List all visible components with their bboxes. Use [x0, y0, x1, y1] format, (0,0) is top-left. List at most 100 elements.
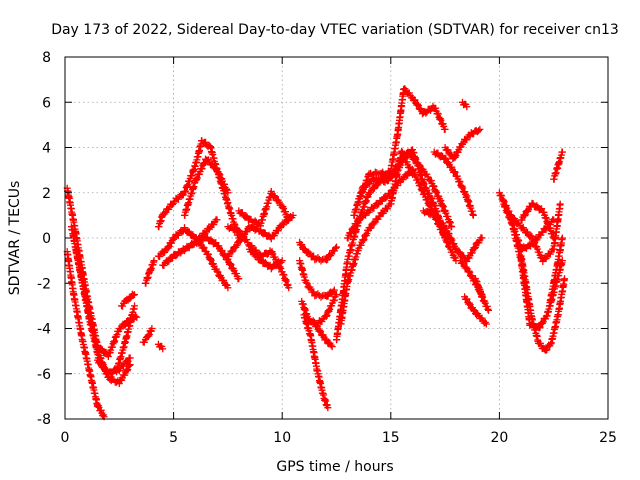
marker-run: [202, 233, 220, 248]
marker-run: [322, 291, 340, 320]
marker-run: [369, 174, 389, 186]
axis-ticks: [64, 56, 609, 420]
marker: [285, 284, 293, 292]
x-tick-label: 25: [599, 430, 617, 446]
marker-run: [365, 213, 383, 232]
data-points: [63, 85, 569, 421]
marker-run: [409, 94, 426, 118]
marker-run: [278, 203, 292, 221]
marker: [550, 234, 558, 242]
series-track-ae: [441, 125, 484, 163]
marker: [278, 257, 286, 265]
marker-run: [224, 238, 242, 260]
marker-run: [306, 331, 321, 373]
series-track-b: [63, 248, 108, 421]
marker-run: [191, 137, 205, 170]
marker: [235, 275, 243, 283]
series-track-w: [311, 320, 336, 351]
series-track-ag: [461, 293, 490, 328]
marker-run: [202, 248, 220, 273]
marker-run: [550, 201, 564, 253]
marker-run: [478, 292, 492, 313]
marker-run: [354, 171, 372, 206]
marker-run: [72, 245, 90, 303]
y-tick-label: -2: [37, 276, 51, 292]
series-track-i: [141, 257, 158, 287]
marker: [328, 343, 336, 351]
series-track-ap: [459, 98, 471, 111]
series-track-n: [191, 233, 243, 283]
marker-run: [343, 246, 362, 286]
y-tick-label: -6: [37, 367, 51, 383]
marker-run: [296, 257, 310, 284]
marker-run: [469, 306, 483, 320]
marker-run: [257, 256, 274, 270]
marker-run: [354, 226, 372, 255]
marker-run: [213, 267, 231, 289]
marker-run: [409, 146, 427, 186]
marker-run: [298, 297, 312, 323]
series-track-g: [139, 325, 156, 346]
marker-run: [539, 245, 557, 265]
series-track-o: [224, 211, 297, 260]
x-axis-label: GPS time / hours: [276, 459, 393, 475]
marker: [131, 291, 139, 299]
marker-run: [322, 335, 335, 349]
chart-title: Day 173 of 2022, Sidereal Day-to-day VTE…: [51, 22, 619, 38]
marker-run: [419, 207, 437, 219]
marker-run: [535, 312, 550, 332]
series-track-h: [154, 340, 167, 353]
marker-run: [104, 327, 123, 360]
marker: [476, 125, 484, 133]
marker-run: [387, 157, 405, 180]
marker-run: [452, 172, 470, 201]
marker-run: [122, 305, 138, 343]
marker-run: [181, 240, 198, 255]
marker-run: [441, 154, 459, 176]
marker-run: [300, 311, 314, 338]
marker: [482, 320, 490, 328]
marker: [289, 211, 297, 219]
marker-run: [267, 187, 285, 209]
marker-run: [313, 367, 327, 397]
marker: [285, 216, 293, 224]
marker-run: [472, 275, 485, 301]
series-track-ac: [419, 207, 486, 265]
series-track-q: [235, 187, 293, 230]
marker-run: [300, 245, 318, 261]
marker-run: [365, 179, 383, 197]
marker: [463, 103, 471, 111]
marker: [448, 223, 456, 231]
marker-run: [78, 337, 95, 380]
marker-run: [426, 177, 444, 206]
marker-run: [246, 222, 263, 235]
marker: [550, 216, 558, 224]
x-tick-label: 0: [61, 430, 70, 446]
marker-run: [181, 162, 199, 196]
marker-run: [430, 211, 448, 230]
marker: [478, 234, 486, 242]
marker-run: [441, 144, 457, 163]
marker: [558, 148, 566, 156]
marker-run: [267, 258, 285, 273]
marker-run: [311, 320, 329, 344]
marker-run: [517, 252, 536, 321]
y-tick-label: 4: [42, 141, 51, 157]
marker-run: [441, 233, 459, 262]
marker: [224, 189, 232, 197]
y-tick-labels: -8 -6 -4 -2 0 2 4 6 8: [37, 50, 51, 428]
marker-run: [343, 235, 357, 266]
y-tick-label: 0: [42, 231, 51, 247]
marker-run: [257, 247, 274, 260]
marker-run: [104, 366, 122, 378]
marker-run: [70, 290, 86, 343]
series-track-ai: [495, 189, 564, 265]
series-track-an: [545, 234, 566, 310]
series-track-j: [154, 137, 243, 242]
x-tick-label: 20: [490, 430, 508, 446]
marker-run: [450, 140, 466, 162]
marker-run: [376, 200, 394, 220]
marker: [333, 243, 340, 251]
marker-run: [278, 268, 292, 289]
